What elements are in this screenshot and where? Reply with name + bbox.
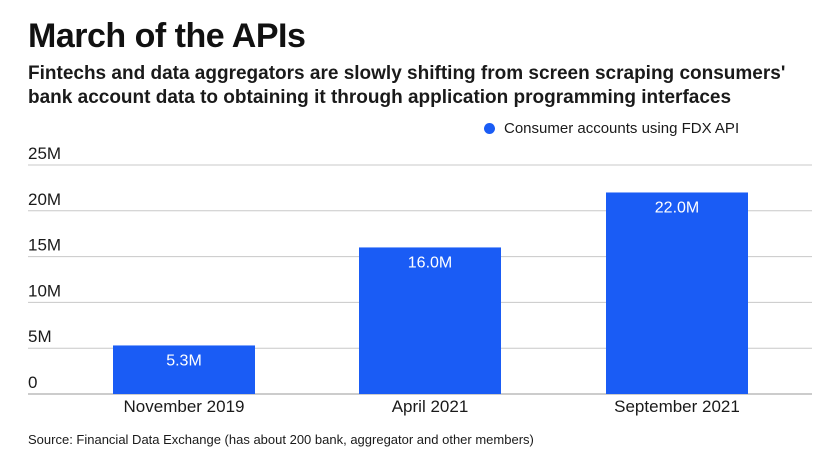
bar-chart: 0 5M 10M 15M 20M 25M 5.3M November 2019 16.0M Apr… (28, 144, 812, 416)
legend: Consumer accounts using FDX API (484, 120, 739, 137)
bar-data-label: 16.0M (408, 254, 452, 271)
y-tick-label: 20M (28, 190, 61, 209)
chart-subtitle: Fintechs and data aggregators are slowly… (28, 63, 786, 108)
y-tick-label: 10M (28, 281, 61, 300)
legend-swatch (484, 123, 495, 134)
y-tick-label: 15M (28, 236, 61, 255)
x-tick-label: November 2019 (124, 397, 245, 416)
y-tick-label: 25M (28, 144, 61, 163)
legend-label: Consumer accounts using FDX API (504, 120, 740, 137)
bar (113, 345, 255, 394)
bar (359, 247, 501, 394)
bar-data-label: 22.0M (655, 199, 699, 216)
chart-title: March of the APIs (28, 17, 306, 55)
y-tick-label: 5M (28, 327, 52, 346)
bar (606, 192, 748, 394)
bar-data-label: 5.3M (166, 352, 202, 369)
y-tick-label: 0 (28, 373, 37, 392)
x-tick-label: September 2021 (614, 397, 740, 416)
source-note: Source: Financial Data Exchange (has abo… (28, 432, 534, 447)
x-tick-label: April 2021 (392, 397, 469, 416)
